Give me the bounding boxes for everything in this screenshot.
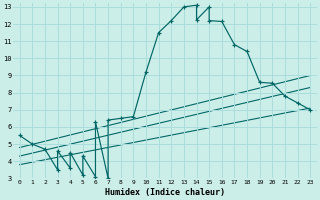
X-axis label: Humidex (Indice chaleur): Humidex (Indice chaleur)	[105, 188, 225, 197]
